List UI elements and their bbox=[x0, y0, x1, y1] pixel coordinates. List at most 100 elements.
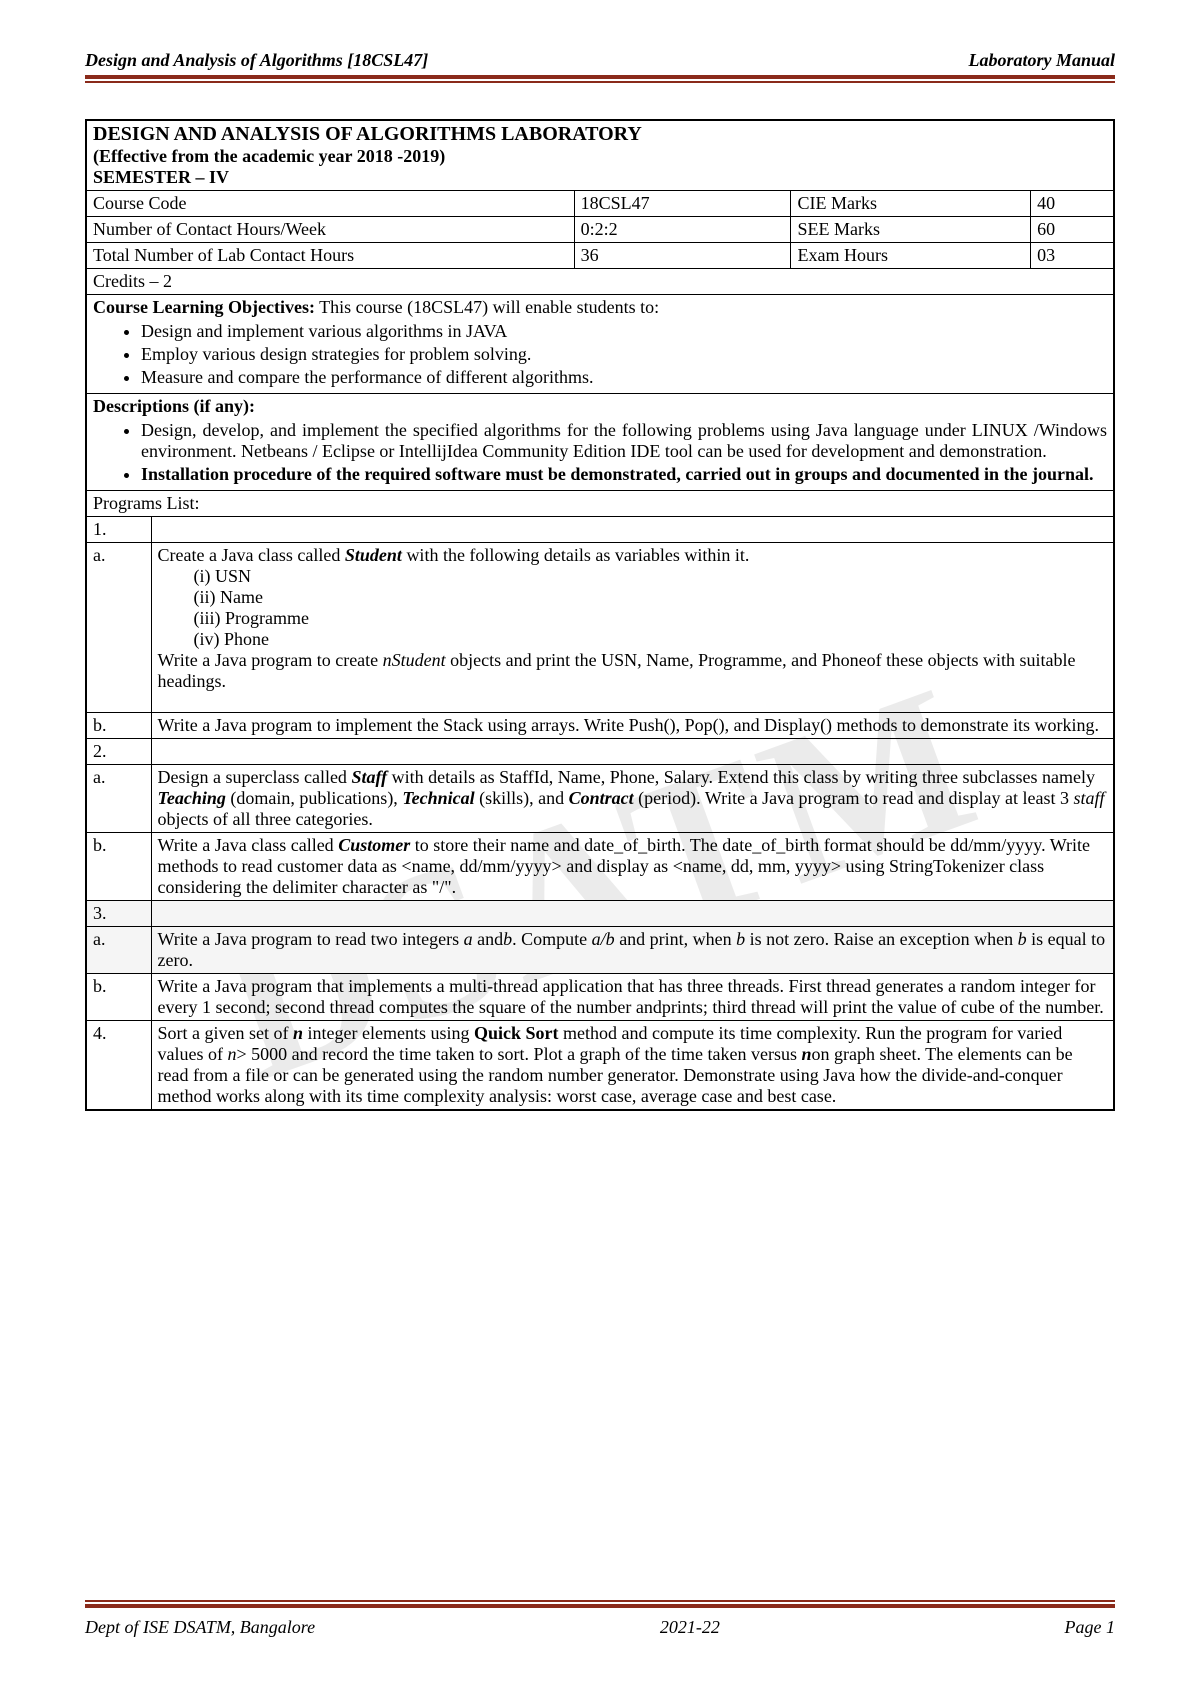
syllabus-table: DESIGN AND ANALYSIS OF ALGORITHMS LABORA… bbox=[85, 119, 1115, 1111]
program-3-header: 3. bbox=[86, 901, 1114, 927]
program-2-number: 2. bbox=[86, 739, 151, 765]
program-3b-label: b. bbox=[86, 974, 151, 1021]
programs-list-heading: Programs List: bbox=[86, 491, 1114, 517]
emphasis: staff bbox=[1073, 788, 1104, 808]
value-course-code: 18CSL47 bbox=[574, 191, 791, 217]
text: Design a superclass called bbox=[158, 767, 352, 787]
program-2a-label: a. bbox=[86, 765, 151, 833]
program-3b-text: Write a Java program that implements a m… bbox=[151, 974, 1114, 1021]
emphasis: Teaching bbox=[158, 788, 226, 808]
program-3-number: 3. bbox=[86, 901, 151, 927]
lab-title: DESIGN AND ANALYSIS OF ALGORITHMS LABORA… bbox=[93, 123, 1107, 146]
text: (period). Write a Java program to read a… bbox=[634, 788, 1074, 808]
program-1-number: 1. bbox=[86, 517, 151, 543]
emphasis: Staff bbox=[351, 767, 387, 787]
value-cie-marks: 40 bbox=[1031, 191, 1114, 217]
program-4-text: Sort a given set of n integer elements u… bbox=[151, 1021, 1114, 1111]
emphasis: a/b bbox=[592, 929, 615, 949]
program-1b-text: Write a Java program to implement the St… bbox=[151, 713, 1114, 739]
clo-heading: Course Learning Objectives: bbox=[93, 297, 315, 317]
emphasis: a bbox=[464, 929, 473, 949]
footer-right: Page 1 bbox=[1065, 1617, 1115, 1638]
emphasis: b bbox=[736, 929, 745, 949]
program-1a: a. Create a Java class called Student wi… bbox=[86, 543, 1114, 713]
clo-cell: Course Learning Objectives: This course … bbox=[86, 295, 1114, 394]
label-exam-hours: Exam Hours bbox=[791, 243, 1031, 269]
value-total-lab-hours: 36 bbox=[574, 243, 791, 269]
value-see-marks: 60 bbox=[1031, 217, 1114, 243]
clo-item: Measure and compare the performance of d… bbox=[141, 366, 1107, 389]
program-3a: a. Write a Java program to read two inte… bbox=[86, 927, 1114, 974]
footer-rule bbox=[85, 1600, 1115, 1608]
clo-heading-rest: This course (18CSL47) will enable studen… bbox=[315, 297, 659, 317]
program-1-header: 1. bbox=[86, 517, 1114, 543]
text: (domain, publications), bbox=[226, 788, 402, 808]
program-2a: a. Design a superclass called Staff with… bbox=[86, 765, 1114, 833]
label-total-lab-hours: Total Number of Lab Contact Hours bbox=[86, 243, 574, 269]
text: with details as StaffId, Name, Phone, Sa… bbox=[387, 767, 1095, 787]
header-right: Laboratory Manual bbox=[968, 50, 1115, 71]
program-3b: b. Write a Java program that implements … bbox=[86, 974, 1114, 1021]
descriptions-heading: Descriptions (if any): bbox=[93, 396, 1107, 417]
emphasis: n bbox=[802, 1044, 812, 1064]
emphasis: n bbox=[293, 1023, 303, 1043]
descriptions-item: Installation procedure of the required s… bbox=[141, 463, 1107, 486]
text: objects of all three categories. bbox=[158, 809, 373, 829]
text: > 5000 and record the time taken to sort… bbox=[236, 1044, 801, 1064]
emphasis: Contract bbox=[569, 788, 634, 808]
header-left: Design and Analysis of Algorithms [18CSL… bbox=[85, 50, 428, 71]
descriptions-cell: Descriptions (if any): Design, develop, … bbox=[86, 394, 1114, 491]
text: is not zero. Raise an exception when bbox=[745, 929, 1017, 949]
footer-center: 2021-22 bbox=[660, 1617, 720, 1638]
text: and print, when bbox=[615, 929, 736, 949]
text: Sort a given set of bbox=[158, 1023, 293, 1043]
sublist-item: (ii) Name bbox=[194, 587, 1108, 608]
program-4-number: 4. bbox=[86, 1021, 151, 1111]
program-1a-text: Create a Java class called Student with … bbox=[151, 543, 1114, 713]
text: Write a Java program to read two integer… bbox=[158, 929, 464, 949]
emphasis: Student bbox=[345, 545, 402, 565]
value-contact-hours-week: 0:2:2 bbox=[574, 217, 791, 243]
program-2b-text: Write a Java class called Customer to st… bbox=[151, 833, 1114, 901]
clo-list: Design and implement various algorithms … bbox=[141, 320, 1107, 389]
header-rule bbox=[85, 75, 1115, 83]
page-header: Design and Analysis of Algorithms [18CSL… bbox=[85, 50, 1115, 75]
emphasis: Quick Sort bbox=[474, 1023, 559, 1043]
sublist-item: (iv) Phone bbox=[194, 629, 1108, 650]
program-2b-label: b. bbox=[86, 833, 151, 901]
effective-year: (Effective from the academic year 2018 -… bbox=[93, 146, 1107, 167]
program-2-header: 2. bbox=[86, 739, 1114, 765]
descriptions-list: Design, develop, and implement the speci… bbox=[141, 419, 1107, 486]
text: Write a Java program to create bbox=[158, 650, 383, 670]
emphasis: Customer bbox=[338, 835, 410, 855]
semester: SEMESTER – IV bbox=[93, 167, 1107, 188]
emphasis: Technical bbox=[402, 788, 474, 808]
label-cie-marks: CIE Marks bbox=[791, 191, 1031, 217]
sublist-item: (iii) Programme bbox=[194, 608, 1108, 629]
label-see-marks: SEE Marks bbox=[791, 217, 1031, 243]
info-row-1: Course Code 18CSL47 CIE Marks 40 bbox=[86, 191, 1114, 217]
clo-item: Employ various design strategies for pro… bbox=[141, 343, 1107, 366]
program-2b: b. Write a Java class called Customer to… bbox=[86, 833, 1114, 901]
title-cell: DESIGN AND ANALYSIS OF ALGORITHMS LABORA… bbox=[86, 120, 1114, 191]
page-footer: Dept of ISE DSATM, Bangalore 2021-22 Pag… bbox=[85, 1617, 1115, 1638]
program-4: 4. Sort a given set of n integer element… bbox=[86, 1021, 1114, 1111]
program-3a-text: Write a Java program to read two integer… bbox=[151, 927, 1114, 974]
text: . Compute bbox=[512, 929, 592, 949]
program-2a-text: Design a superclass called Staff with de… bbox=[151, 765, 1114, 833]
program-1b: b. Write a Java program to implement the… bbox=[86, 713, 1114, 739]
label-contact-hours-week: Number of Contact Hours/Week bbox=[86, 217, 574, 243]
text: (skills), and bbox=[475, 788, 569, 808]
emphasis: nStudent bbox=[383, 650, 446, 670]
clo-item: Design and implement various algorithms … bbox=[141, 320, 1107, 343]
sublist-item: (i) USN bbox=[194, 566, 1108, 587]
text: integer elements using bbox=[303, 1023, 474, 1043]
value-exam-hours: 03 bbox=[1031, 243, 1114, 269]
text: with the following details as variables … bbox=[402, 545, 749, 565]
emphasis: b bbox=[503, 929, 512, 949]
label-course-code: Course Code bbox=[86, 191, 574, 217]
info-row-3: Total Number of Lab Contact Hours 36 Exa… bbox=[86, 243, 1114, 269]
footer-left: Dept of ISE DSATM, Bangalore bbox=[85, 1617, 315, 1638]
text: Write a Java class called bbox=[158, 835, 339, 855]
credits-cell: Credits – 2 bbox=[86, 269, 1114, 295]
